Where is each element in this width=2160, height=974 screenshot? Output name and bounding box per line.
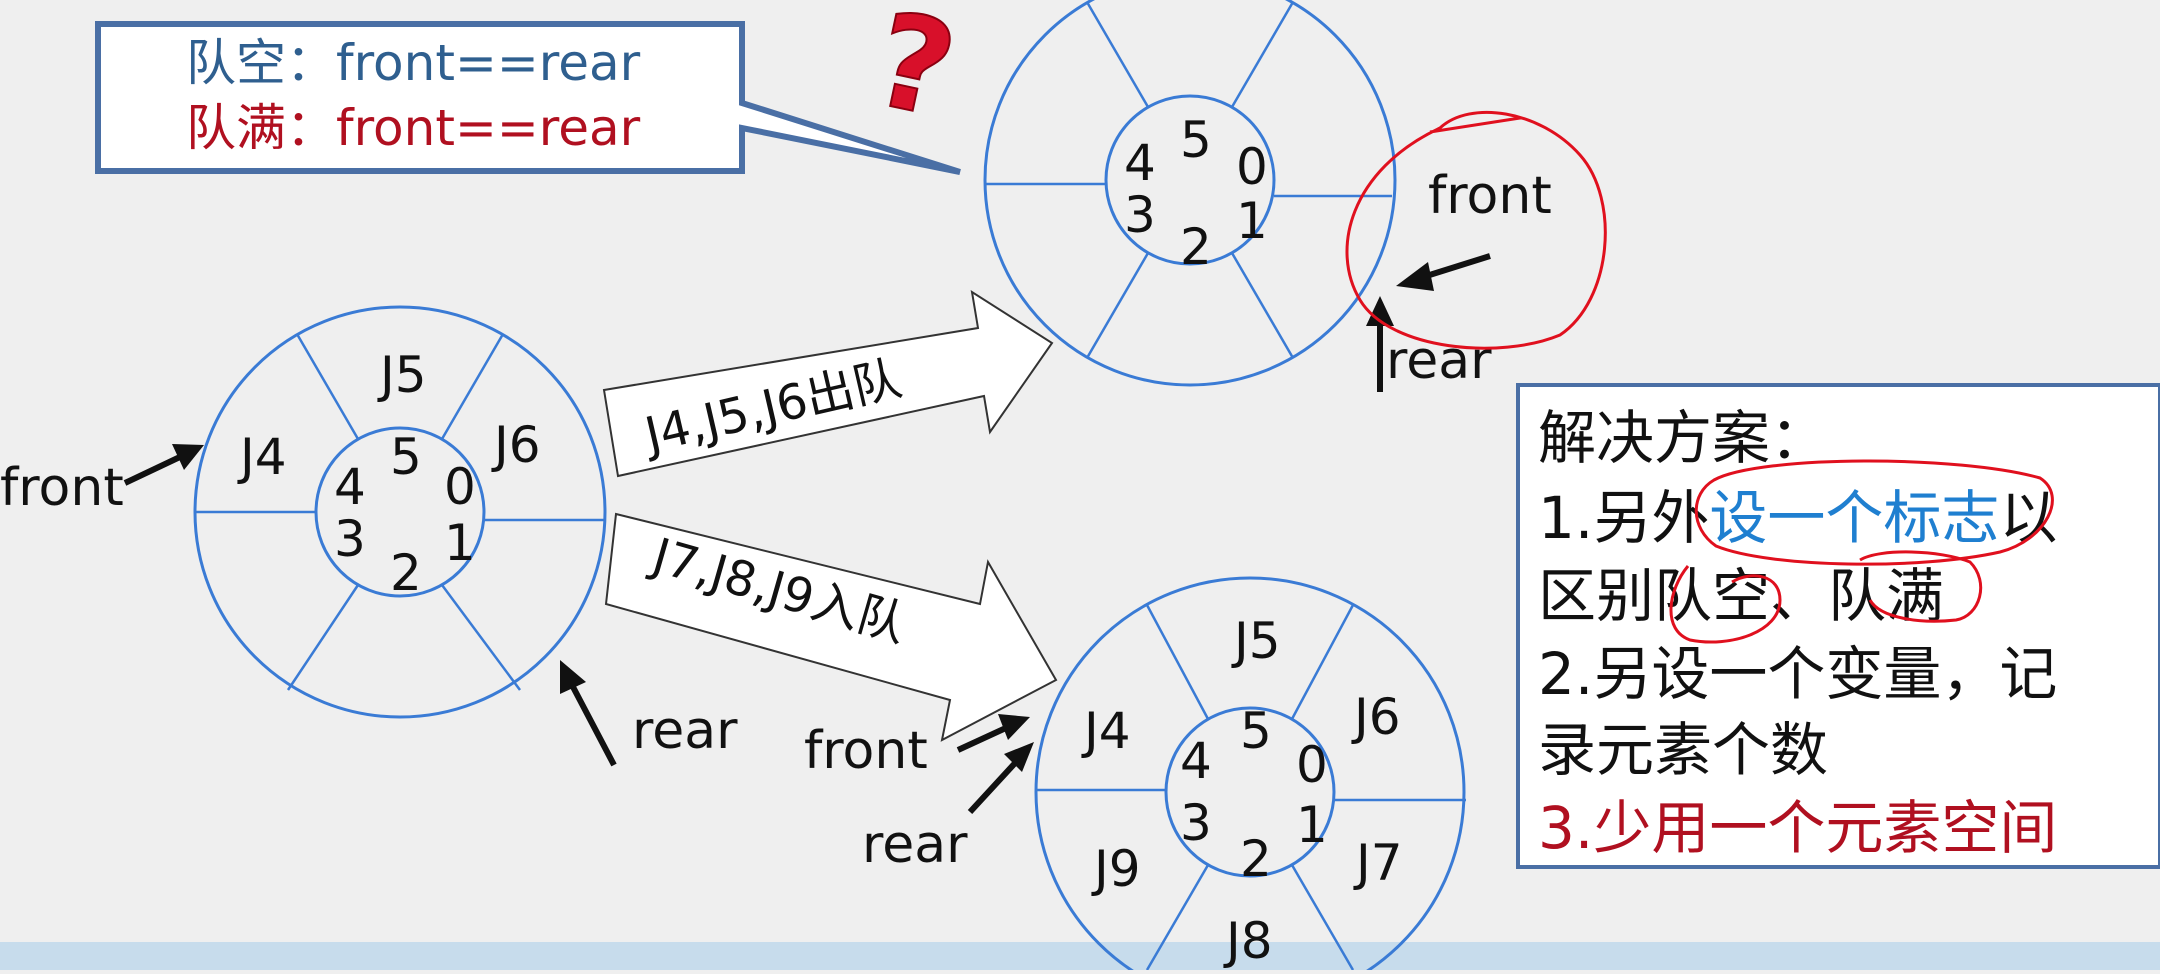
callout: 队空：front==rear 队满：front==rear bbox=[95, 21, 961, 175]
red-annotation-oval bbox=[1694, 459, 2054, 566]
index-label: 3 bbox=[334, 510, 366, 568]
queue-left-rear-label: rear bbox=[632, 701, 738, 761]
queue-top-front-label: front bbox=[1428, 166, 1552, 226]
index-label: 4 bbox=[334, 458, 366, 516]
index-label: 3 bbox=[1124, 186, 1156, 244]
index-label: 5 bbox=[1180, 111, 1212, 169]
queue-bottom-slot: J9 bbox=[1091, 840, 1141, 898]
queue-bottom-rear-label: rear bbox=[862, 815, 968, 875]
queue-left-slot: J6 bbox=[491, 416, 541, 474]
queue-bottom-front-arrow-icon bbox=[956, 714, 1030, 753]
index-label: 1 bbox=[444, 514, 476, 572]
question-mark-icon: ? bbox=[862, 0, 967, 147]
queue-top-outer-ring bbox=[983, 0, 1397, 387]
red-annotation-mark bbox=[1859, 550, 1983, 623]
index-label: 2 bbox=[390, 544, 422, 602]
queue-top-rear-arrow-icon bbox=[1366, 296, 1394, 392]
index-label: 1 bbox=[1236, 192, 1268, 250]
queue-bottom-slot: J5 bbox=[1231, 612, 1281, 670]
queue-top-rear-label: rear bbox=[1386, 331, 1492, 391]
index-label: 3 bbox=[1180, 794, 1212, 852]
queue-bottom-slot: J7 bbox=[1353, 834, 1403, 892]
queue-bottom-slots: J5 J6 J7 J8 J9 J4 bbox=[1081, 612, 1403, 970]
solution-item-1-prefix: 1.另外 bbox=[1538, 484, 1709, 552]
index-label: 4 bbox=[1180, 732, 1212, 790]
queue-left-indices: 5 0 1 2 3 4 bbox=[334, 428, 476, 602]
callout-box bbox=[95, 21, 961, 175]
solution-item-2-line-2: 录元素个数 bbox=[1538, 716, 1828, 784]
queue-top-inner-ring bbox=[1104, 94, 1276, 266]
queue-bottom-front-label: front bbox=[804, 721, 928, 781]
index-label: 2 bbox=[1180, 218, 1212, 276]
queue-bottom-inner-ring bbox=[1164, 706, 1336, 878]
solution-item-3: 3.少用一个元素空间 bbox=[1538, 794, 2057, 862]
red-annotation-mark bbox=[1669, 565, 1782, 644]
index-label: 5 bbox=[1240, 702, 1272, 760]
solution-item-2-line-1: 2.另设一个变量，记 bbox=[1538, 640, 2057, 708]
index-label: 0 bbox=[1296, 736, 1328, 794]
queue-empty-condition: 队空：front==rear bbox=[186, 34, 641, 92]
red-annotation-circle bbox=[1345, 110, 1607, 350]
queue-bottom-slot: J6 bbox=[1351, 688, 1401, 746]
enqueue-arrow-shape bbox=[604, 512, 1058, 742]
queue-left-rear-arrow-icon bbox=[560, 660, 617, 767]
solution-item-1-line-2: 区别队空、队满 bbox=[1538, 562, 1944, 630]
index-label: 5 bbox=[390, 428, 422, 486]
solution-box: 解决方案： 1.另外设一个标志以 区别队空、队满 2.另设一个变量，记 录元素个… bbox=[1516, 383, 2160, 869]
index-label: 0 bbox=[1236, 138, 1268, 196]
queue-bottom-outer-ring bbox=[1034, 576, 1466, 974]
bottom-band bbox=[0, 942, 2160, 970]
index-label: 2 bbox=[1240, 830, 1272, 888]
queue-bottom-diagram: J5 J6 J7 J8 J9 J4 5 0 1 2 3 4 front rear bbox=[804, 576, 1466, 974]
queue-bottom-rear-arrow-icon bbox=[967, 742, 1034, 815]
queue-top-indices: 5 0 1 2 3 4 bbox=[1124, 111, 1268, 276]
queue-bottom-slot: J8 bbox=[1223, 912, 1273, 970]
queue-top-front-arrow-icon bbox=[1396, 253, 1491, 291]
queue-left-slot: J4 bbox=[237, 428, 287, 486]
solution-item-1-highlight: 设一个标志 bbox=[1709, 484, 1999, 552]
queue-bottom-dividers bbox=[1036, 604, 1466, 971]
queue-top-dividers bbox=[986, 1, 1392, 359]
queue-left-slot: J5 bbox=[377, 346, 427, 404]
queue-left-diagram: J5 J6 J4 5 0 1 2 3 4 front rear bbox=[0, 305, 738, 767]
index-label: 1 bbox=[1296, 796, 1328, 854]
dequeue-arrow: J4,J5,J6出队 bbox=[602, 289, 1054, 478]
queue-left-front-label: front bbox=[0, 458, 124, 518]
queue-left-dividers bbox=[195, 333, 605, 691]
solution-box-frame bbox=[1516, 383, 2160, 869]
solution-title: 解决方案： bbox=[1538, 404, 1828, 472]
queue-full-condition: 队满：front==rear bbox=[186, 99, 641, 157]
index-label: 4 bbox=[1124, 134, 1156, 192]
queue-bottom-slot: J4 bbox=[1081, 702, 1131, 760]
index-label: 0 bbox=[444, 458, 476, 516]
solution-item-1: 1.另外设一个标志以 bbox=[1538, 484, 2057, 552]
queue-bottom-indices: 5 0 1 2 3 4 bbox=[1180, 702, 1328, 888]
queue-left-front-arrow-icon bbox=[123, 444, 204, 486]
dequeue-arrow-shape bbox=[602, 289, 1054, 478]
queue-top-diagram: 5 0 1 2 3 4 front rear bbox=[983, 0, 1607, 392]
